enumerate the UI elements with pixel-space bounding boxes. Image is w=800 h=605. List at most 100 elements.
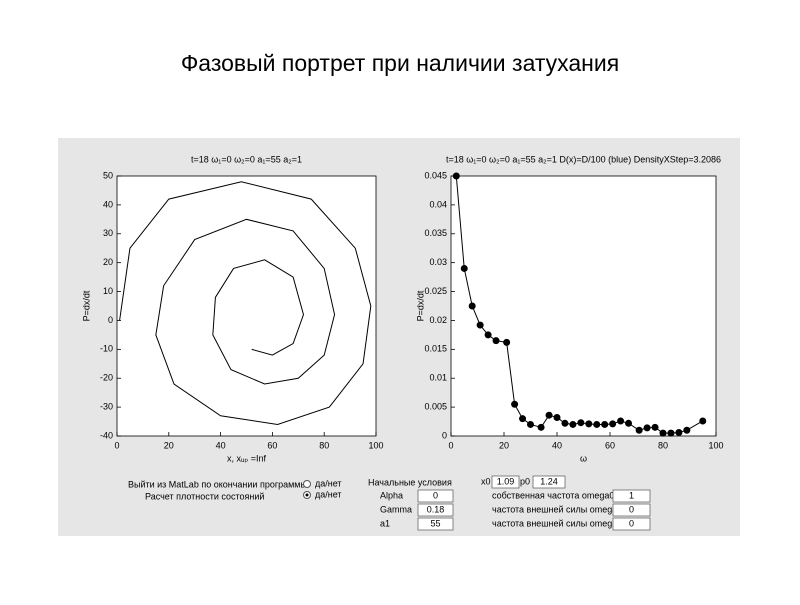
data-point [659,429,667,437]
data-point [577,419,585,427]
input-box[interactable] [417,489,454,503]
control-label: да/нет [315,489,342,499]
data-point [545,411,553,419]
data-point [667,429,675,437]
y-tick-label: 0.045 [424,170,447,180]
data-point [601,420,609,428]
y-tick-label: 10 [103,286,113,296]
y-tick-label: 0 [442,430,447,440]
input-value[interactable]: 0 [629,504,634,514]
y-tick-label: -30 [100,401,113,411]
y-tick-label: 0 [108,315,113,325]
y-tick-label: -20 [100,373,113,383]
data-point [492,337,500,345]
data-point [452,172,460,180]
input-box[interactable] [612,489,651,503]
input-box[interactable] [417,517,454,531]
x-tick-label: 20 [164,440,174,450]
control-label: Расчет плотности состояний [145,491,264,501]
slide-title: Фазовый портрет при наличии затухания [181,50,619,76]
chart-title: t=18 ω₁=0 ω₂=0 a₁=55 a₂=1 D(x)=D/100 (bl… [446,154,721,164]
input-value[interactable]: 0 [433,490,438,500]
data-point [503,338,511,346]
data-point [593,420,601,428]
control-label: Выйти из MatLab по окончании программы [128,479,307,489]
radio-dot [305,493,309,497]
data-point [561,419,569,427]
data-point [699,417,707,425]
control-label: да/нет [315,478,342,488]
x-label: x, xᵤₚ =Inf [227,453,267,463]
input-value[interactable]: 1 [629,490,634,500]
data-point [553,414,561,422]
y-tick-label: 0.015 [424,344,447,354]
input-value[interactable]: 0 [629,518,634,528]
input-box[interactable] [612,503,651,517]
x-tick-label: 100 [368,440,383,450]
data-point [460,264,468,272]
y-tick-label: 0.005 [424,401,447,411]
y-tick-label: 50 [103,170,113,180]
input-box[interactable] [417,503,454,517]
data-point [569,420,577,428]
control-label: собственная частота omega0 [492,490,614,500]
data-point [585,420,593,428]
data-point [537,423,545,431]
data-line [119,181,372,425]
data-point [625,419,633,427]
control-label: a1 [380,518,390,528]
data-point [468,302,476,310]
control-label: Gamma [380,504,412,514]
y-tick-label: -10 [100,344,113,354]
data-point [675,429,683,437]
x-tick-label: 0 [448,440,453,450]
input-value[interactable]: 55 [430,518,440,528]
control-label: p0 [520,476,530,486]
data-point [651,423,659,431]
chart-title: t=18 ω₁=0 ω₂=0 a₁=55 a₂=1 [191,154,302,164]
y-tick-label: 0.04 [429,199,447,209]
control-label: Alpha [380,490,403,500]
x-tick-label: 100 [708,440,723,450]
x-label: ω [580,453,587,463]
data-point [519,415,527,423]
input-box[interactable] [491,475,520,489]
data-point [683,426,691,434]
x-tick-label: 60 [605,440,615,450]
control-label: частота внешней силы omega2 [492,518,622,528]
input-value[interactable]: 0.18 [427,504,445,514]
y-tick-label: 20 [103,257,113,267]
y-tick-label: 0.03 [429,257,447,267]
data-point [643,424,651,432]
data-point [511,400,519,408]
radio[interactable] [303,480,311,488]
y-tick-label: -40 [100,430,113,440]
input-value[interactable]: 1.24 [540,476,558,486]
axes [450,175,717,437]
data-point [617,417,625,425]
data-point [527,420,534,428]
y-tick-label: 0.02 [429,315,447,325]
x-tick-label: 80 [658,440,668,450]
input-value[interactable]: 1.09 [497,476,515,486]
x-tick-label: 40 [552,440,562,450]
data-point [476,321,484,329]
y-tick-label: 40 [103,199,113,209]
x-tick-label: 60 [267,440,277,450]
y-tick-label: 0.035 [424,228,447,238]
y-label: P=dx/dt [415,290,425,321]
control-label: Начальные условия [368,477,452,487]
input-box[interactable] [532,475,566,489]
data-point [484,331,492,339]
x-tick-label: 0 [114,440,119,450]
y-tick-label: 0.025 [424,286,447,296]
data-point [609,420,617,428]
data-point [635,426,643,434]
y-tick-label: 30 [103,228,113,238]
input-box[interactable] [612,517,651,531]
y-label: P=dx/dt [81,290,91,321]
x-tick-label: 80 [319,440,329,450]
control-label: частота внешней силы omega1 [492,504,622,514]
y-tick-label: 0.01 [429,373,447,383]
